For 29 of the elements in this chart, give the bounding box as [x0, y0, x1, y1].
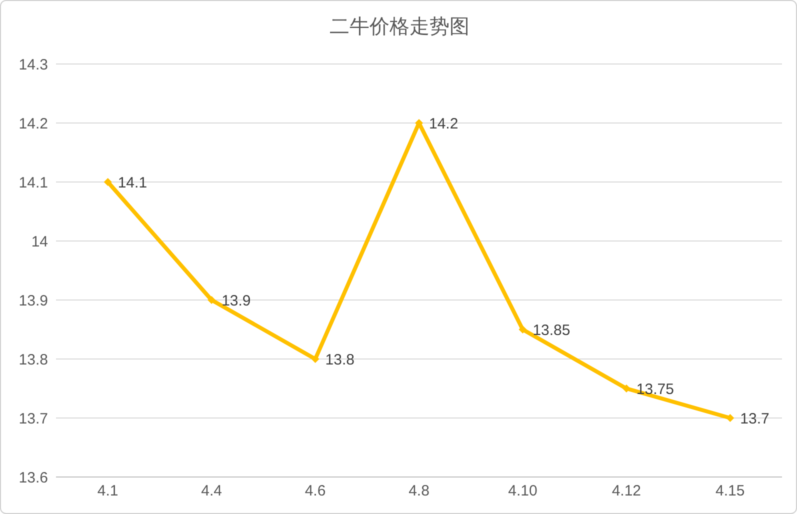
x-tick-label: 4.8 [408, 482, 430, 500]
y-tick-label: 14.3 [18, 56, 48, 74]
y-tick-label: 14.2 [18, 115, 48, 132]
data-label: 13.85 [532, 322, 570, 339]
point [622, 384, 630, 392]
y-tick-label: 13.7 [18, 410, 48, 428]
chart-title: 二牛价格走势图 [328, 15, 470, 40]
x-tick-label: 4.6 [304, 482, 326, 500]
point [208, 296, 216, 304]
point [726, 414, 734, 422]
data-label: 13.9 [222, 292, 251, 310]
y-tick-label: 13.8 [18, 351, 48, 368]
y-tick-label: 13.6 [18, 469, 48, 486]
data-label: 14.2 [429, 115, 458, 132]
y-tick-label: 14.1 [18, 174, 48, 192]
x-tick-label: 4.10 [508, 482, 538, 500]
point [311, 355, 320, 363]
x-tick-label: 4.1 [97, 482, 118, 500]
data-label: 13.7 [740, 410, 770, 428]
x-tick-label: 4.4 [201, 482, 222, 500]
data-label: 13.75 [636, 380, 674, 398]
point [518, 326, 527, 334]
data-label: 13.8 [325, 351, 354, 368]
x-tick-label: 4.12 [612, 482, 642, 500]
point [104, 178, 112, 186]
y-tick-label: 13.9 [18, 292, 48, 310]
data-label: 14.1 [118, 174, 148, 192]
y-tick-label: 14 [31, 233, 48, 250]
x-tick-label: 4.15 [716, 482, 745, 500]
